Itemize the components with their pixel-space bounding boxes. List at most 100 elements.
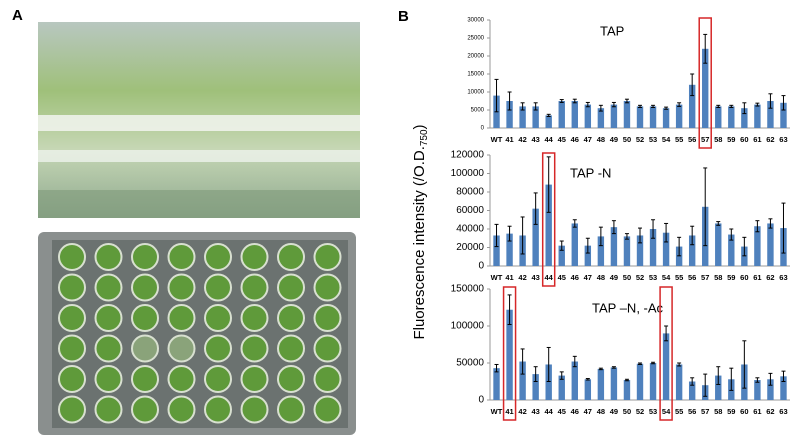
bar (571, 361, 578, 400)
bar (506, 309, 513, 400)
x-tick-label: 52 (636, 273, 644, 282)
bar (662, 108, 670, 128)
well (94, 334, 123, 363)
bar (715, 375, 722, 400)
well (131, 304, 159, 332)
photo-well-plate (38, 232, 356, 435)
x-tick-label: 45 (558, 273, 566, 282)
well (58, 304, 86, 332)
x-tick-label: 59 (727, 135, 735, 144)
y-tick-label: 120000 (451, 150, 485, 161)
well (204, 395, 232, 424)
bar (754, 226, 761, 266)
well (204, 243, 232, 271)
x-tick-label: 56 (688, 407, 696, 416)
x-tick-label: 62 (766, 407, 774, 416)
highlight-box (659, 286, 673, 421)
x-tick-label: 55 (675, 273, 683, 282)
bar (662, 333, 670, 400)
x-tick-label: 49 (610, 407, 618, 416)
well (167, 395, 196, 424)
bar (597, 368, 605, 400)
well (131, 273, 159, 302)
well (94, 243, 123, 271)
photo-flasks (38, 22, 360, 218)
well (167, 304, 196, 332)
x-tick-label: 59 (727, 407, 735, 416)
x-tick-label: 53 (649, 273, 657, 282)
x-tick-label: 42 (518, 135, 526, 144)
bar (545, 184, 552, 266)
y-tick-label: 20000 (467, 54, 484, 60)
x-tick-label: 55 (675, 407, 683, 416)
well (131, 395, 159, 424)
x-tick-label: 53 (649, 407, 657, 416)
x-tick-label: 48 (597, 407, 605, 416)
x-tick-label: 41 (505, 135, 513, 144)
x-tick-label: 47 (584, 407, 592, 416)
x-tick-label: 58 (714, 273, 722, 282)
x-tick-label: 60 (740, 273, 748, 282)
well (277, 365, 305, 393)
bar (675, 364, 683, 400)
bar (767, 379, 774, 400)
well (131, 334, 159, 363)
x-tick-label: WT (491, 135, 503, 144)
x-tick-label: 60 (740, 407, 748, 416)
x-tick-label: 46 (571, 273, 579, 282)
x-tick-label: 43 (531, 407, 539, 416)
well (313, 304, 342, 332)
well (240, 365, 269, 393)
well (313, 365, 342, 393)
panel-label: A (12, 7, 23, 24)
well (277, 304, 305, 332)
bar (715, 106, 722, 128)
x-tick-label: 43 (531, 273, 539, 282)
well (58, 395, 86, 424)
bar (702, 48, 709, 128)
bar (493, 368, 500, 400)
x-tick-label: 48 (597, 273, 605, 282)
x-tick-label: 48 (597, 135, 605, 144)
well (94, 365, 123, 393)
well (131, 243, 159, 271)
x-tick-label: 61 (753, 273, 761, 282)
x-tick-label: 53 (649, 135, 657, 144)
x-tick-label: 63 (779, 407, 787, 416)
panel-label: B (398, 8, 409, 25)
bar (780, 102, 787, 128)
bar (597, 236, 605, 266)
well (204, 334, 232, 363)
y-tick-label: 0 (481, 126, 485, 132)
x-tick-label: 56 (688, 135, 696, 144)
x-tick-label: 42 (518, 273, 526, 282)
x-tick-label: 54 (662, 135, 671, 144)
bar (780, 376, 787, 400)
well (240, 395, 269, 424)
x-tick-label: 56 (688, 273, 696, 282)
bar (571, 101, 578, 128)
x-tick-label: 63 (779, 135, 787, 144)
well (58, 273, 86, 302)
bar (728, 234, 735, 266)
well (277, 395, 305, 424)
bar (636, 363, 644, 400)
x-tick-label: 54 (662, 407, 671, 416)
bar (649, 363, 657, 400)
y-tick-label: 100000 (451, 321, 485, 332)
y-tick-label: 15000 (467, 72, 484, 78)
x-tick-label: 57 (701, 135, 709, 144)
x-tick-label: 57 (701, 407, 709, 416)
x-tick-label: 44 (545, 135, 554, 144)
y-tick-label: 50000 (456, 358, 484, 369)
bar (571, 223, 578, 266)
y-axis-label: Fluorescence intensity (/O.D.750) (411, 124, 430, 339)
y-tick-label: 150000 (451, 284, 485, 295)
x-tick-label: 49 (610, 135, 618, 144)
well (204, 273, 232, 302)
x-tick-label: 61 (753, 407, 761, 416)
x-tick-label: 44 (545, 407, 554, 416)
bar (597, 108, 605, 128)
x-tick-label: 52 (636, 407, 644, 416)
